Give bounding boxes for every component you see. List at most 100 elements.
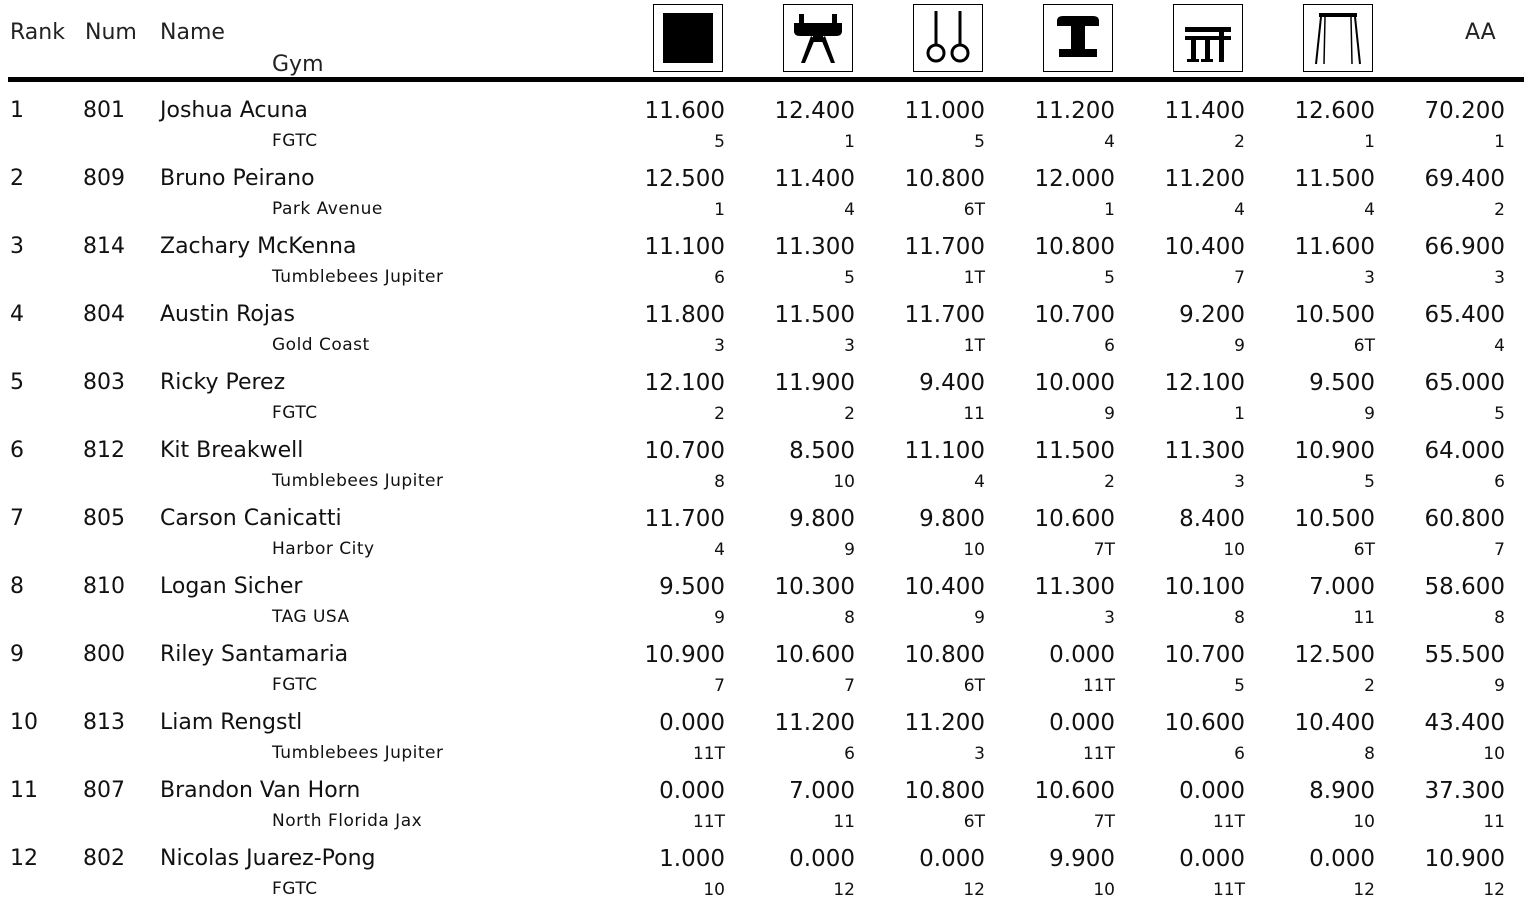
event-place-cell: 6T — [963, 200, 985, 220]
all-around-place-cell: 3 — [1494, 268, 1505, 288]
competitor-number-cell: 805 — [83, 506, 125, 531]
event-score-cell: 12.100 — [644, 370, 725, 396]
event-place-cell: 10 — [703, 880, 725, 900]
event-score-cell: 10.700 — [1034, 302, 1115, 328]
event-place-cell: 1 — [844, 132, 855, 152]
event-place-cell: 11T — [1212, 880, 1245, 900]
event-place-cell: 5 — [974, 132, 985, 152]
event-place-cell: 11T — [1082, 744, 1115, 764]
event-place-cell: 4 — [1234, 200, 1245, 220]
all-around-place-cell: 7 — [1494, 540, 1505, 560]
athlete-name-cell: Brandon Van Horn — [160, 778, 361, 803]
event-place-cell: 6 — [714, 268, 725, 288]
event-place-cell: 6 — [1234, 744, 1245, 764]
event-score-cell: 11.000 — [904, 98, 985, 124]
all-around-place-cell: 1 — [1494, 132, 1505, 152]
event-score-cell: 11.700 — [904, 302, 985, 328]
event-place-cell: 12 — [963, 880, 985, 900]
all-around-score-cell: 10.900 — [1424, 846, 1505, 872]
athlete-name-cell: Kit Breakwell — [160, 438, 304, 463]
competitor-number-cell: 813 — [83, 710, 125, 735]
competitor-number-cell: 801 — [83, 98, 125, 123]
event-score-cell: 11.800 — [644, 302, 725, 328]
table-row: 1 801 Joshua Acuna FGTC 11.600 5 12.400 1 11.000… — [0, 88, 1526, 156]
competitor-number-cell: 802 — [83, 846, 125, 871]
event-score-cell: 11.100 — [904, 438, 985, 464]
gym-name-cell: FGTC — [272, 675, 318, 695]
event-place-cell: 3 — [1104, 608, 1115, 628]
all-around-place-cell: 11 — [1483, 812, 1505, 832]
event-score-cell: 9.200 — [1179, 302, 1245, 328]
rings-icon — [913, 4, 983, 72]
all-around-place-cell: 8 — [1494, 608, 1505, 628]
event-score-cell: 0.000 — [789, 846, 855, 872]
event-place-cell: 1T — [963, 336, 985, 356]
event-score-cell: 0.000 — [659, 778, 725, 804]
event-place-cell: 5 — [1234, 676, 1245, 696]
rank-cell: 9 — [10, 642, 24, 667]
all-around-place-cell: 9 — [1494, 676, 1505, 696]
event-score-cell: 11.300 — [1164, 438, 1245, 464]
event-score-cell: 10.800 — [904, 642, 985, 668]
event-place-cell: 7 — [1234, 268, 1245, 288]
event-score-cell: 9.500 — [1309, 370, 1375, 396]
event-score-cell: 11.500 — [1294, 166, 1375, 192]
rank-cell: 1 — [10, 98, 24, 123]
event-score-cell: 0.000 — [1309, 846, 1375, 872]
all-around-score-cell: 65.400 — [1424, 302, 1505, 328]
rank-cell: 5 — [10, 370, 24, 395]
all-around-score-cell: 65.000 — [1424, 370, 1505, 396]
event-score-cell: 10.500 — [1294, 302, 1375, 328]
athlete-name-cell: Liam Rengstl — [160, 710, 303, 735]
event-place-cell: 5 — [1104, 268, 1115, 288]
event-score-cell: 9.400 — [919, 370, 985, 396]
event-place-cell: 9 — [714, 608, 725, 628]
event-place-cell: 11 — [963, 404, 985, 424]
gym-name-cell: Harbor City — [272, 539, 375, 559]
event-place-cell: 9 — [1364, 404, 1375, 424]
all-around-place-cell: 5 — [1494, 404, 1505, 424]
all-around-score-cell: 70.200 — [1424, 98, 1505, 124]
athlete-name-cell: Austin Rojas — [160, 302, 295, 327]
event-place-cell: 3 — [1234, 472, 1245, 492]
event-place-cell: 6T — [1353, 336, 1375, 356]
event-place-cell: 2 — [1364, 676, 1375, 696]
event-score-cell: 12.500 — [1294, 642, 1375, 668]
event-place-cell: 6T — [963, 812, 985, 832]
athlete-name-cell: Carson Canicatti — [160, 506, 342, 531]
gym-name-cell: Gold Coast — [272, 335, 370, 355]
event-place-cell: 5 — [714, 132, 725, 152]
event-place-cell: 3 — [1364, 268, 1375, 288]
event-place-cell: 9 — [974, 608, 985, 628]
event-score-cell: 0.000 — [1179, 778, 1245, 804]
table-row: 2 809 Bruno Peirano Park Avenue 12.500 1 11.40… — [0, 156, 1526, 224]
event-score-cell: 11.100 — [644, 234, 725, 260]
all-around-score-cell: 64.000 — [1424, 438, 1505, 464]
all-around-score-cell: 43.400 — [1424, 710, 1505, 736]
event-place-cell: 11 — [833, 812, 855, 832]
rank-cell: 3 — [10, 234, 24, 259]
event-score-cell: 12.000 — [1034, 166, 1115, 192]
event-score-cell: 9.900 — [1049, 846, 1115, 872]
athlete-name-cell: Joshua Acuna — [160, 98, 308, 123]
table-row: 4 804 Austin Rojas Gold Coast 11.800 3 11.500 3… — [0, 292, 1526, 360]
table-row: 3 814 Zachary McKenna Tumblebees Jupiter 11.… — [0, 224, 1526, 292]
event-place-cell: 2 — [1234, 132, 1245, 152]
aa-column-header: AA — [1465, 20, 1496, 45]
event-score-cell: 0.000 — [1049, 710, 1115, 736]
event-score-cell: 11.700 — [644, 506, 725, 532]
event-score-cell: 11.200 — [904, 710, 985, 736]
event-place-cell: 12 — [1353, 880, 1375, 900]
event-place-cell: 7T — [1093, 812, 1115, 832]
event-place-cell: 9 — [844, 540, 855, 560]
event-place-cell: 6 — [1104, 336, 1115, 356]
event-score-cell: 12.100 — [1164, 370, 1245, 396]
rank-cell: 7 — [10, 506, 24, 531]
event-score-cell: 11.200 — [1164, 166, 1245, 192]
vault-icon — [1043, 4, 1113, 72]
event-place-cell: 2 — [1104, 472, 1115, 492]
competitor-number-cell: 803 — [83, 370, 125, 395]
gym-column-header: Gym — [272, 52, 324, 77]
event-score-cell: 10.400 — [1294, 710, 1375, 736]
event-place-cell: 7 — [714, 676, 725, 696]
